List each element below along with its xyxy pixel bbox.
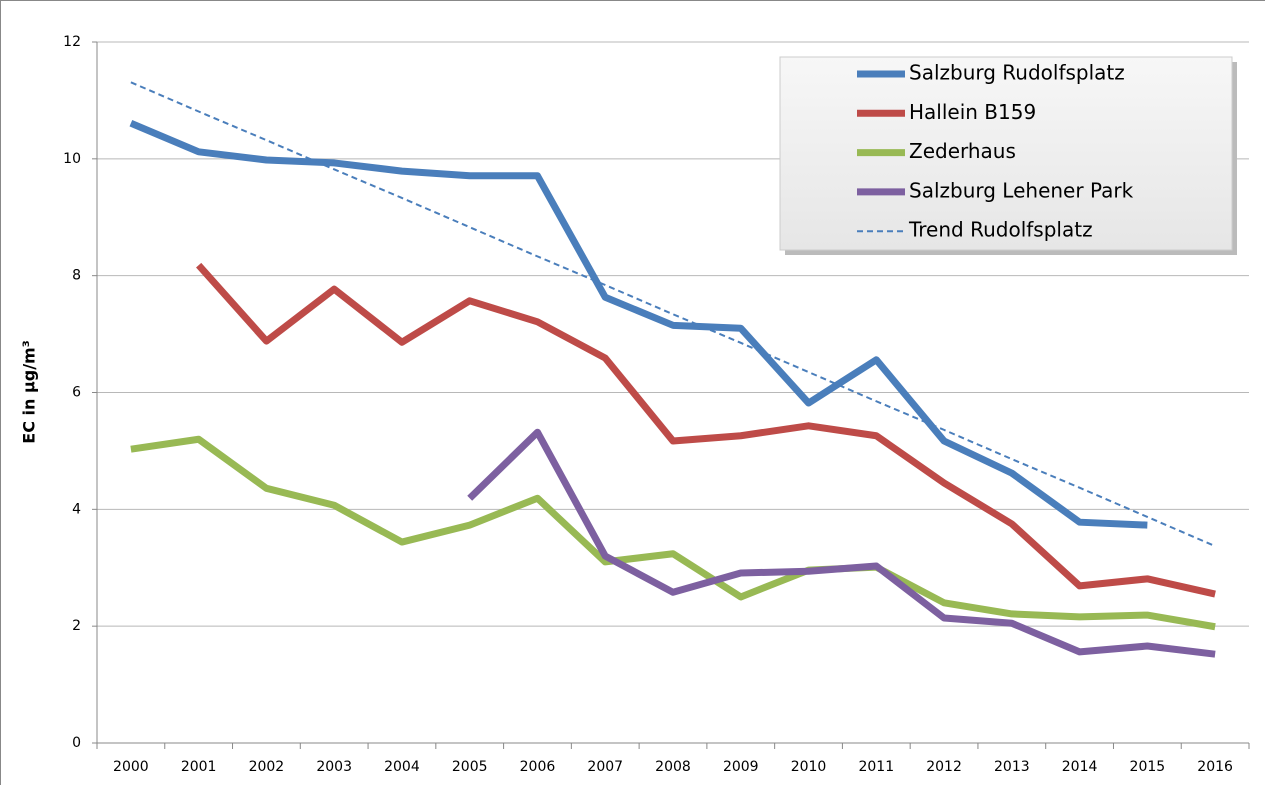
x-tick-label: 2016 — [1197, 759, 1233, 775]
x-tick-label: 2005 — [452, 759, 488, 775]
y-axis-label: EC in µg/m³ — [20, 340, 39, 443]
x-tick-label: 2014 — [1062, 759, 1098, 775]
x-tick-label: 2006 — [520, 759, 556, 775]
legend-label: Hallein B159 — [909, 100, 1036, 124]
x-tick-label: 2015 — [1130, 759, 1166, 775]
legend-label: Zederhaus — [909, 139, 1016, 163]
series-line — [129, 119, 1148, 529]
x-tick-label: 2007 — [587, 759, 623, 775]
x-tick-label: 2001 — [181, 759, 217, 775]
series-line — [196, 262, 1216, 598]
series-line — [130, 435, 1216, 631]
x-tick-label: 2003 — [316, 759, 352, 775]
y-tick-label: 4 — [72, 501, 81, 517]
y-tick-label: 12 — [63, 34, 81, 50]
y-tick-label: 8 — [72, 268, 81, 284]
x-tick-label: 2004 — [384, 759, 420, 775]
trend-line — [130, 81, 1216, 548]
x-tick-label: 2009 — [723, 759, 759, 775]
y-tick-label: 6 — [72, 385, 81, 401]
x-tick-label: 2010 — [791, 759, 827, 775]
y-tick-label: 0 — [72, 735, 81, 751]
legend-label: Trend Rudolfsplatz — [908, 218, 1093, 242]
x-tick-label: 2012 — [926, 759, 962, 775]
x-tick-label: 2000 — [113, 759, 149, 775]
series-line — [467, 428, 1216, 658]
y-tick-label: 10 — [63, 151, 81, 167]
y-tick-label: 2 — [72, 618, 81, 634]
legend — [779, 56, 1233, 251]
x-tick-label: 2008 — [655, 759, 691, 775]
legend-label: Salzburg Lehener Park — [909, 178, 1134, 202]
x-tick-label: 2011 — [858, 759, 894, 775]
x-tick-label: 2013 — [994, 759, 1030, 775]
legend-label: Salzburg Rudolfsplatz — [909, 61, 1125, 85]
x-tick-label: 2002 — [249, 759, 285, 775]
